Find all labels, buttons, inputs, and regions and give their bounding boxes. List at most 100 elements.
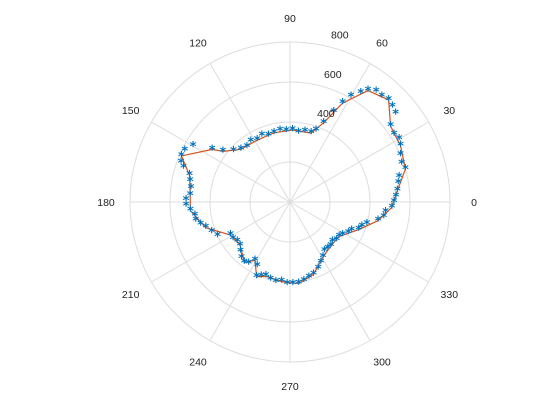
scatter-point: * [392, 107, 399, 122]
scatter-point: * [187, 189, 194, 204]
scatter-point: * [214, 230, 221, 245]
scatter-point: * [333, 234, 340, 249]
scatter-point: * [392, 191, 399, 206]
scatter-point: * [181, 145, 188, 160]
scatter-point: * [227, 229, 234, 244]
scatter-point: * [284, 278, 291, 293]
scatter-point: * [357, 87, 364, 102]
polar-grid [129, 41, 451, 363]
theta-grid-line [151, 201, 291, 283]
theta-grid-line [151, 121, 291, 203]
plot-area: *** * * * * * ** ** ** * * * * * ***** * * * ** ***********… [178, 85, 409, 293]
scatter-point: * [380, 211, 387, 226]
theta-tick-label: 330 [441, 289, 459, 301]
scatter-point: * [265, 129, 272, 144]
scatter-point: * [396, 133, 403, 148]
scatter-point: * [345, 227, 352, 242]
scatter-point: * [186, 169, 193, 184]
theta-tick-label: 120 [189, 38, 207, 50]
scatter-point: * [396, 171, 403, 186]
theta-grid-line [289, 63, 371, 203]
scatter-point: * [254, 134, 261, 149]
scatter-point: * [355, 224, 362, 239]
scatter-point: * [402, 163, 409, 178]
theta-grid-line [289, 201, 371, 341]
theta-tick-label: 270 [281, 381, 299, 393]
scatter-point: * [289, 278, 296, 293]
scatter-point: * [183, 194, 190, 209]
scatter-point: * [315, 262, 322, 277]
scatter-point: * [317, 257, 324, 272]
theta-tick-label: 60 [376, 38, 388, 50]
r-tick-label: 400 [317, 108, 335, 120]
scatter-point: * [388, 201, 395, 216]
scatter-point: * [191, 209, 198, 224]
theta-tick-label: 210 [122, 289, 140, 301]
theta-tick-label: 300 [373, 356, 391, 368]
scatter-point: * [365, 85, 372, 100]
scatter-point: * [202, 222, 209, 237]
scatter-point: * [348, 225, 355, 240]
theta-tick-label: 90 [284, 13, 296, 25]
scatter-point: * [237, 143, 244, 158]
scatter-point: * [190, 140, 197, 155]
scatter-point: * [178, 150, 185, 165]
theta-tick-label: 240 [189, 356, 207, 368]
scatter-point: * [278, 276, 285, 291]
scatter-point: * [397, 140, 404, 155]
scatter-point: * [258, 130, 265, 145]
r-tick-label: 800 [331, 29, 349, 41]
theta-grid-line [289, 201, 429, 283]
scatter-point: * [327, 240, 334, 255]
scatter-point: * [241, 257, 248, 272]
scatter-point: * [339, 97, 346, 112]
scatter-point: * [209, 143, 216, 158]
scatter-point: * [373, 86, 380, 101]
theta-tick-label: 30 [443, 105, 455, 117]
scatter-point: * [219, 145, 226, 160]
scatter-point: * [238, 252, 245, 267]
scatter-point: * [382, 206, 389, 221]
scatter-point: * [272, 276, 279, 291]
scatter-point: * [188, 182, 195, 197]
scatter-point: * [208, 226, 215, 241]
scatter-point: * [375, 215, 382, 230]
scatter-point: * [187, 175, 194, 190]
scatter-point: * [178, 156, 185, 171]
scatter-point: * [398, 158, 405, 173]
scatter-point: * [237, 246, 244, 261]
scatter-point: * [330, 106, 337, 121]
scatter-point: * [283, 125, 290, 140]
scatter-point: * [197, 218, 204, 233]
scatter-point: * [192, 214, 199, 229]
r-tick-label: 600 [324, 69, 342, 81]
scatter-point: * [310, 268, 317, 283]
scatter-point: * [394, 185, 401, 200]
scatter-point: * [387, 120, 394, 135]
scatter-point: * [289, 124, 296, 139]
scatter-point: * [305, 272, 312, 287]
scatter-point: * [302, 126, 309, 141]
scatter-point: * [324, 243, 331, 258]
scatter-point: * [395, 177, 402, 192]
scatter-point: * [237, 239, 244, 254]
scatter-point: * [271, 127, 278, 142]
scatter-point: * [254, 260, 261, 275]
scatter-point: * [258, 271, 265, 286]
scatter-point: * [378, 90, 385, 105]
tick-labels: 0 30 60 90 120 150 180 210 240 270 300 330 400 600 800 [97, 13, 477, 393]
scatter-point: * [308, 127, 315, 142]
theta-tick-label: 150 [122, 105, 140, 117]
scatter-point: * [389, 101, 396, 116]
scatter-point: * [262, 270, 269, 285]
scatter-point: * [183, 200, 190, 215]
scatter-point: * [313, 125, 320, 140]
scatter-point: * [277, 125, 284, 140]
scatter-point: * [234, 236, 241, 251]
scatter-point: * [252, 254, 259, 269]
scatter-point: * [339, 229, 346, 244]
scatter-point: * [247, 136, 254, 151]
scatter-point: * [230, 233, 237, 248]
scatter-point: * [245, 257, 252, 272]
